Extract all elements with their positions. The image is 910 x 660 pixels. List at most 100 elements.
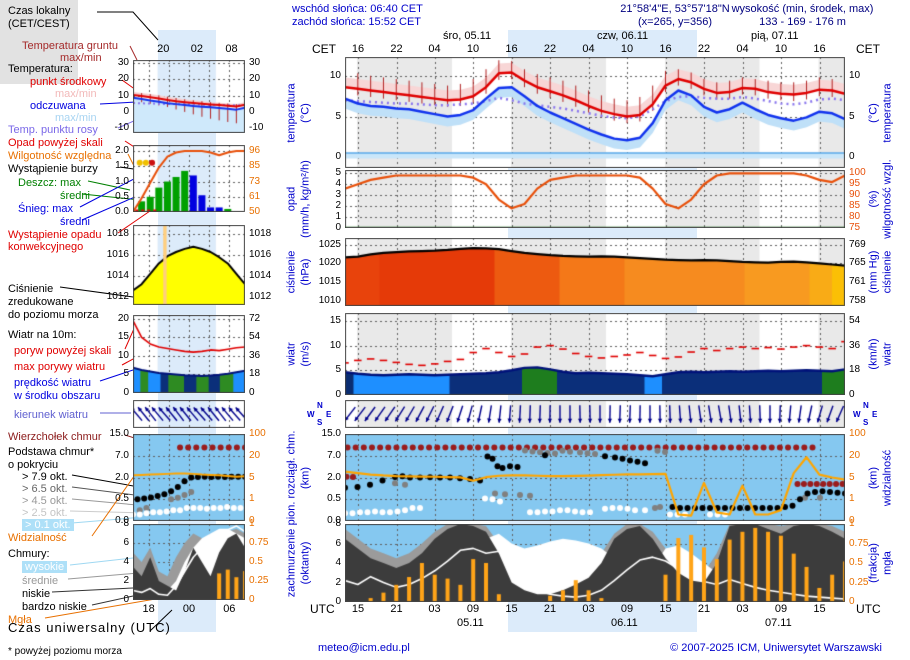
mini-cisn-left-tick: 1018 [106, 228, 129, 240]
cet-hour-tick: 22 [390, 43, 403, 55]
mini-utc-tick: 00 [182, 603, 196, 615]
cet-hour-tick: 10 [466, 43, 480, 55]
mini-temp-right-tick: -10 [249, 122, 264, 134]
main-panel-temp [345, 57, 845, 168]
mini-utc-tick: 06 [223, 603, 236, 615]
main-zach-left-tick: 4 [335, 557, 341, 568]
mini-temp-left-tick: -10 [114, 122, 129, 134]
mini-zach-right-tick: 0.5 [249, 556, 263, 567]
sidebar-label-bniskie: bardzo niskie [22, 601, 87, 613]
mini-temp-left-tick: 0 [123, 105, 129, 117]
mini-wiatr-left-tick: 0 [123, 387, 129, 398]
main-zach-right-tick: 0.5 [849, 557, 863, 568]
sidebar-label-burza: Wystąpienie burzy [8, 163, 98, 175]
mini-opad-left-tick: 2.0 [115, 145, 129, 157]
main-temp-left-tick: 10 [329, 69, 341, 81]
main-panel-cisn [345, 238, 845, 306]
sidebar-label-punkt: punkt środkowy [30, 76, 107, 88]
mini-cet-tick: 08 [225, 43, 238, 55]
main-temp-left-tick: 0 [335, 151, 341, 163]
sidebar-label-predk2: w środku obszaru [14, 390, 101, 402]
main-zach-right-tick: 0.75 [849, 537, 869, 549]
sidebar-label-srednie3: średnie [22, 575, 59, 587]
mini-chm-right-tick: 1 [249, 493, 255, 505]
axis-title-opad-right-name: wilgotność wzgl. [881, 159, 894, 239]
mini-wiatr-right-tick: 18 [249, 368, 261, 380]
main-chm-left-tick: 0.0 [327, 515, 341, 526]
utc-hour-tick: 21 [697, 603, 711, 615]
sidebar-label-odcz: odczuwana [30, 100, 86, 112]
axis-title-temp-right-name: temperatura [881, 82, 894, 143]
main-chm-left-tick: 7.0 [327, 449, 341, 461]
main-opad-left-tick: 3 [335, 189, 341, 201]
date-label-top: śro, 05.11 [443, 30, 492, 42]
mini-wiatr-right-tick: 36 [249, 349, 261, 361]
main-temp-right-tick: 0 [849, 151, 855, 163]
sidebar-label-cisn2: zredukowane [8, 296, 74, 308]
cet-hour-tick: 16 [813, 43, 826, 55]
mini-wiatr-left-tick: 10 [117, 349, 129, 361]
utc-hour-tick: 09 [620, 603, 634, 615]
main-cisn-left-tick: 1025 [318, 238, 341, 250]
mini-zach-left-tick: 0 [123, 594, 129, 605]
utc-hour-tick: 15 [351, 603, 365, 615]
main-wiatr-right-tick: 36 [849, 339, 861, 351]
mini-wiatr-left-tick: 5 [123, 368, 129, 380]
date-label-bottom: 05.11 [457, 617, 484, 629]
axis-title-cisn-right-unit: (mm Hg) [867, 250, 880, 294]
altitude-info: wysokość (min, środek, max) 133 - 169 - … [731, 3, 874, 28]
main-cisn-left-tick: 1015 [318, 276, 341, 288]
sidebar-label-konw2: konwekcyjnego [8, 241, 84, 253]
mini-utc-tick: 18 [142, 603, 155, 615]
sunset-text: zachód słońca: 15:52 CET [292, 16, 422, 28]
main-opad-left-tick: 1 [335, 211, 341, 223]
main-wiatr-left-tick: 5 [335, 364, 341, 376]
mini-chm-right-tick: 100 [249, 428, 266, 439]
axis-title-chm-right-unit: (km) [867, 466, 880, 489]
axis-title-temp-right-unit: (°C) [867, 102, 880, 123]
utc-hour-tick: 21 [390, 603, 403, 615]
axis-title-chm-right-name: widzialność [881, 449, 894, 506]
main-zach-left-tick: 2 [335, 576, 341, 588]
mini-zach-right-tick: 0.75 [249, 537, 269, 548]
cet-hour-tick: 22 [543, 43, 557, 55]
axis-title-wiatr-right-unit: (km/h) [867, 338, 880, 370]
main-opad-right-tick: 80 [849, 211, 861, 223]
contact-email[interactable]: meteo@icm.edu.pl [318, 642, 410, 654]
copyright: © 2007-2025 ICM, Uniwersytet Warszawski [670, 642, 882, 654]
date-label-top: pią, 07.11 [751, 30, 799, 42]
main-cisn-right-tick: 758 [849, 294, 866, 306]
sidebar-label-chmury_h: Chmury: [8, 548, 50, 560]
main-chm-left-tick: 0.5 [327, 493, 341, 505]
mini-temp-left-tick: 30 [117, 57, 129, 69]
main-opad-left-tick: 5 [335, 167, 341, 179]
main-zach-right-tick: 1 [849, 518, 855, 529]
mini-temp-right-tick: 10 [249, 89, 261, 101]
sidebar-label-tgrunt1: Temperatura gruntu [22, 40, 118, 52]
mini-cisn-right-tick: 1012 [249, 290, 272, 302]
date-box [0, 0, 78, 14]
date-label-bottom: 06.11 [611, 617, 638, 629]
cet-hour-tick: 22 [697, 43, 711, 55]
main-cisn-right-tick: 765 [849, 257, 866, 269]
main-opad-right-tick: 100 [849, 167, 866, 179]
sun-times: wschód słońca: 06:40 CET zachód słońca: … [292, 3, 423, 29]
main-chm-right-tick: 0 [849, 515, 855, 526]
date-label-top: czw, 06.11 [597, 30, 649, 42]
main-opad-left-tick: 0 [335, 222, 341, 233]
utc-hour-tick: 09 [466, 603, 480, 615]
mini-zach-left-tick: 8 [123, 518, 129, 529]
main-temp-left-tick: 5 [335, 110, 341, 122]
sidebar-label-okt65: > 6.5 okt. [22, 483, 68, 495]
sidebar-label-okt45: > 4.5 okt. [22, 495, 68, 507]
mini-wiatr-right-tick: 0 [249, 387, 255, 398]
sidebar-label-konw1: Wystąpienie opadu [8, 229, 102, 241]
mini-wiatr-left-tick: 15 [117, 331, 129, 343]
main-panel-wiatr [345, 313, 845, 395]
utc-hour-tick: 15 [659, 603, 672, 615]
utc-hour-tick: 03 [428, 603, 441, 615]
sidebar-label-pokrycie: o pokryciu [8, 459, 59, 471]
sidebar-label-wierzch: Wierzchołek chmur [8, 431, 102, 443]
mini-opad-left-tick: 0.5 [115, 190, 129, 202]
mini-zach-left-tick: 6 [123, 537, 129, 548]
